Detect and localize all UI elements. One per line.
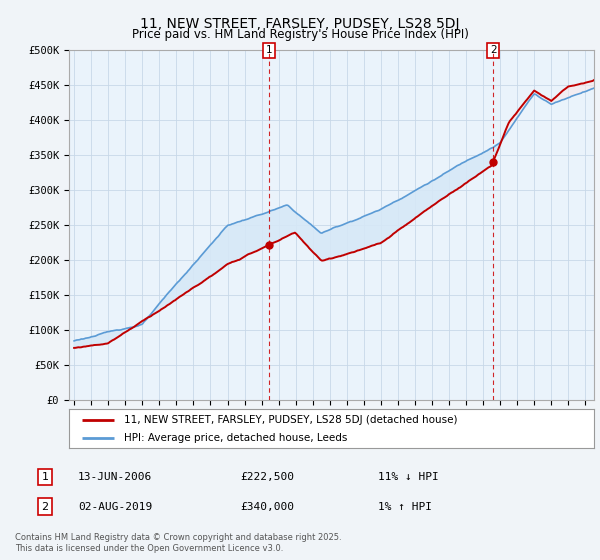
Text: 11% ↓ HPI: 11% ↓ HPI bbox=[378, 472, 439, 482]
Text: 13-JUN-2006: 13-JUN-2006 bbox=[78, 472, 152, 482]
Text: 11, NEW STREET, FARSLEY, PUDSEY, LS28 5DJ: 11, NEW STREET, FARSLEY, PUDSEY, LS28 5D… bbox=[140, 17, 460, 31]
Text: Contains HM Land Registry data © Crown copyright and database right 2025.
This d: Contains HM Land Registry data © Crown c… bbox=[15, 534, 341, 553]
Text: 02-AUG-2019: 02-AUG-2019 bbox=[78, 502, 152, 512]
Text: 1: 1 bbox=[266, 45, 272, 55]
Text: 2: 2 bbox=[41, 502, 49, 512]
Text: 11, NEW STREET, FARSLEY, PUDSEY, LS28 5DJ (detached house): 11, NEW STREET, FARSLEY, PUDSEY, LS28 5D… bbox=[124, 415, 458, 425]
Text: HPI: Average price, detached house, Leeds: HPI: Average price, detached house, Leed… bbox=[124, 433, 347, 443]
Text: 1: 1 bbox=[41, 472, 49, 482]
Text: £340,000: £340,000 bbox=[240, 502, 294, 512]
Text: Price paid vs. HM Land Registry's House Price Index (HPI): Price paid vs. HM Land Registry's House … bbox=[131, 28, 469, 41]
Text: 1% ↑ HPI: 1% ↑ HPI bbox=[378, 502, 432, 512]
Text: £222,500: £222,500 bbox=[240, 472, 294, 482]
Text: 2: 2 bbox=[490, 45, 496, 55]
